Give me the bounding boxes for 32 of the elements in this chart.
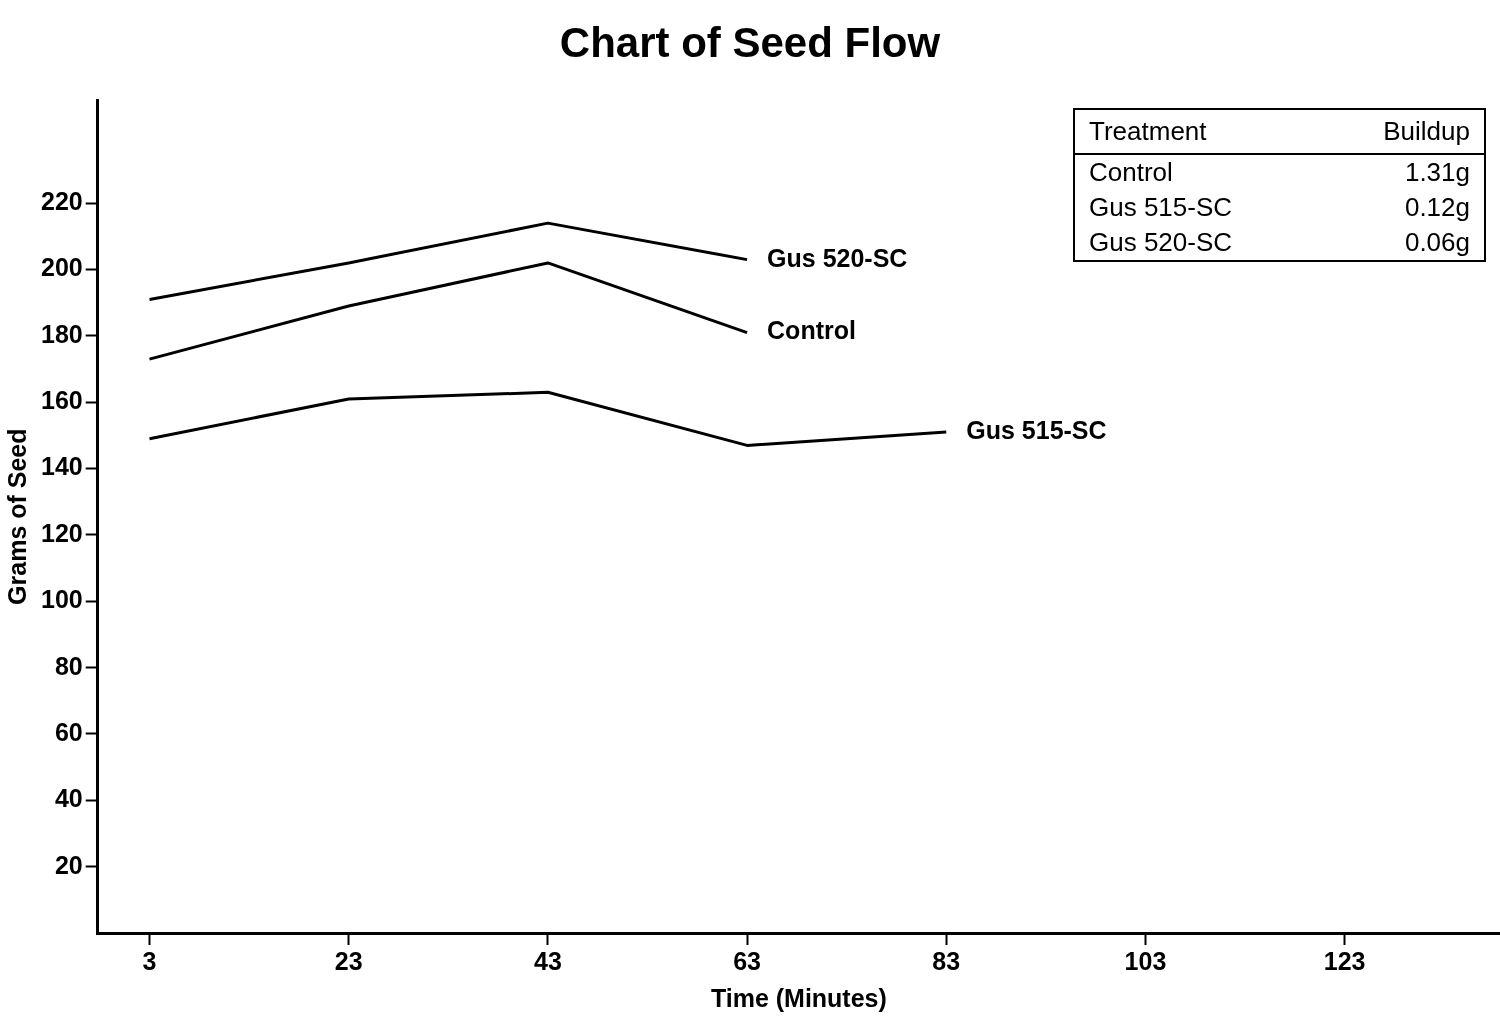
y-tick-label: 20 [54, 850, 83, 879]
chart-title: Chart of Seed Flow [559, 18, 941, 66]
series-label: Gus 520-SC [767, 243, 908, 272]
x-axis-title: Time (Minutes) [710, 983, 887, 1012]
annotation: Buildup [1319, 109, 1485, 154]
y-tick-label: 180 [40, 319, 83, 348]
y-tick-label: 60 [54, 717, 83, 746]
y-tick-label: 120 [40, 518, 83, 547]
y-tick-label: 220 [40, 187, 83, 216]
series-label: Gus 515-SC [966, 416, 1107, 444]
x-tick-label: 63 [733, 946, 761, 975]
annotation: 1.31g [1403, 156, 1471, 189]
y-axis-title: Grams of Seed [2, 428, 31, 605]
x-tick-label: 23 [334, 946, 363, 975]
x-tick-label: 3 [142, 946, 157, 975]
annotation: Treatment [1074, 109, 1320, 154]
x-tick-label: 103 [1124, 946, 1167, 975]
x-tick-label: 83 [932, 946, 961, 975]
annotation: 0.06g [1403, 226, 1471, 259]
y-tick-label: 100 [40, 585, 83, 614]
y-tick-label: 200 [40, 253, 83, 282]
series-label: Control [767, 316, 856, 345]
y-tick-label: 80 [54, 651, 83, 680]
y-tick-label: 40 [54, 784, 83, 813]
x-tick-label: 43 [533, 946, 562, 975]
annotation: 0.12g [1403, 191, 1471, 224]
y-tick-label: 140 [40, 452, 83, 481]
annotation: Gus 515-SC [1088, 191, 1234, 224]
x-tick-label: 123 [1323, 946, 1366, 975]
y-tick-label: 160 [40, 386, 83, 415]
annotation: Control [1088, 156, 1174, 189]
annotation: Gus 520-SC [1088, 226, 1234, 259]
